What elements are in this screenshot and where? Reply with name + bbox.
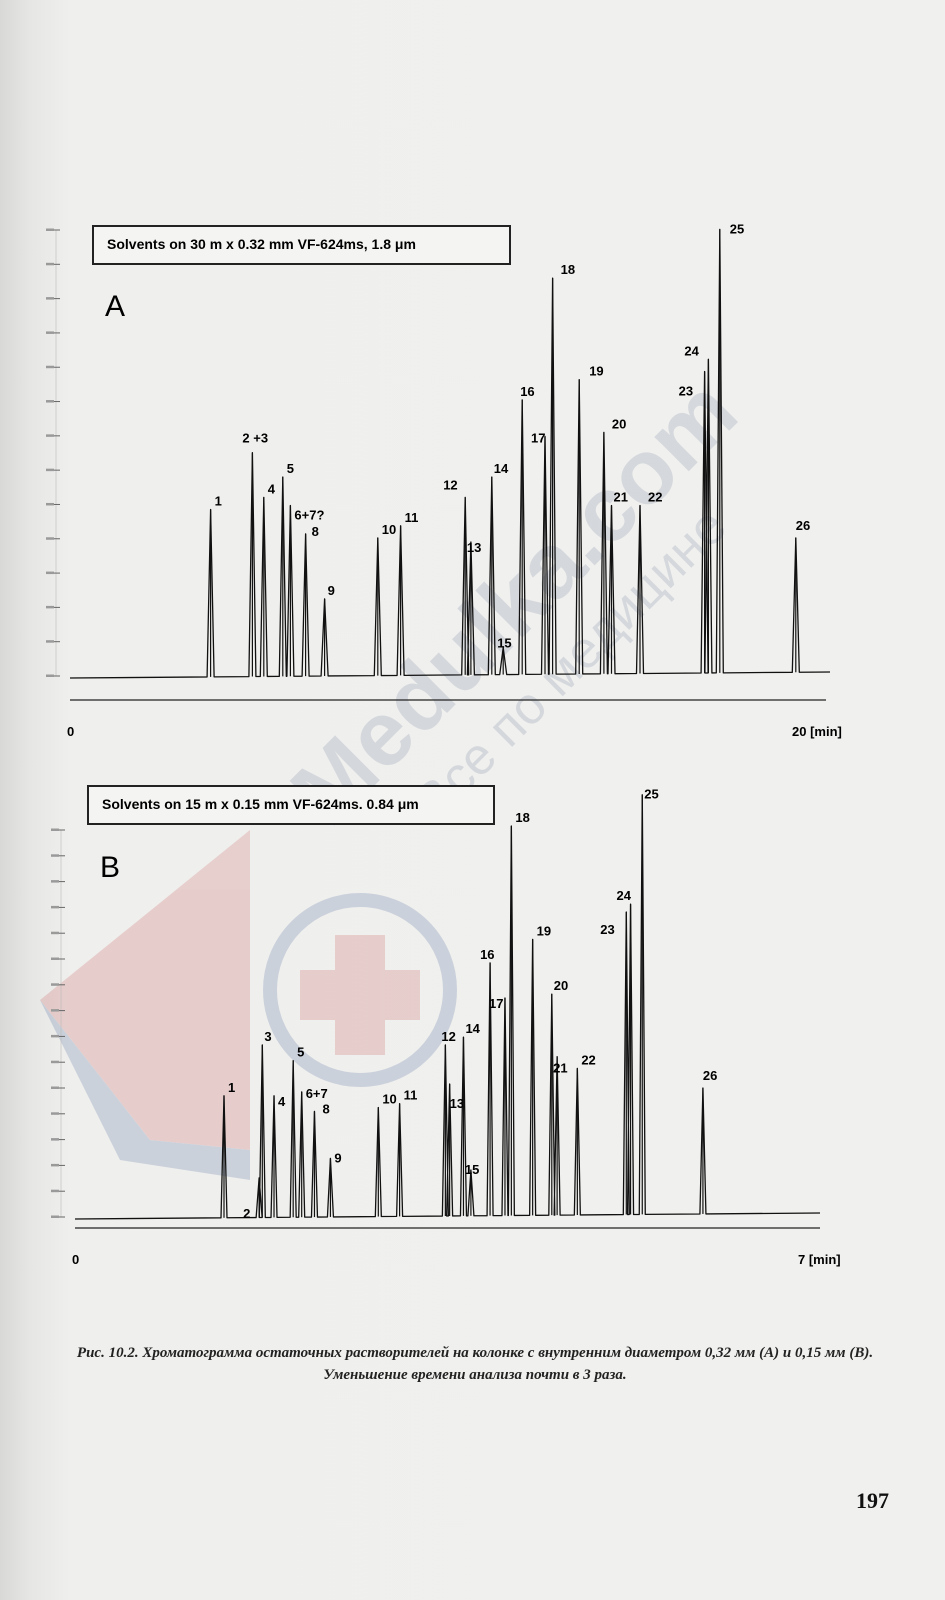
peak-label: 12 [441, 1029, 455, 1044]
peak-label: 12 [443, 477, 457, 492]
y-tick-label [46, 331, 54, 334]
peak-label: 15 [497, 636, 511, 651]
peak-label: 25 [644, 787, 658, 802]
y-tick-label [46, 571, 54, 575]
peak-label: 23 [679, 384, 693, 399]
y-tick-label [51, 931, 59, 935]
peak-label: 13 [450, 1096, 464, 1111]
chromatogram-trace [74, 794, 821, 1220]
y-tick-label [51, 983, 59, 986]
peak-label: 17 [489, 996, 503, 1011]
peak-label: 8 [312, 524, 319, 539]
peak-label: 6+7 [306, 1086, 328, 1101]
peak-label: 9 [334, 1150, 341, 1165]
peak-label: 11 [405, 510, 419, 525]
peak-label: 10 [382, 522, 396, 537]
panel-letter: B [100, 851, 120, 884]
chart-title: Solvents on 30 m x 0.32 mm VF-624ms, 1.8… [107, 236, 416, 252]
x-axis-end-label: 7 [min] [798, 1252, 841, 1267]
peak-label: 24 [684, 343, 699, 358]
x-axis-start-label: 0 [72, 1252, 79, 1267]
y-tick-label [51, 1163, 59, 1167]
peak-label: 24 [617, 888, 632, 903]
y-tick-label [46, 537, 54, 540]
x-axis-start-label: 0 [67, 724, 74, 739]
y-tick-label [51, 880, 59, 883]
peak-label: 4 [268, 481, 276, 496]
peak-label: 18 [561, 262, 575, 277]
peak-label: 26 [703, 1068, 717, 1083]
y-tick-label [51, 1138, 59, 1141]
peak-label: 1 [215, 494, 222, 509]
peak-label: 15 [465, 1162, 479, 1177]
y-tick-label [46, 262, 54, 266]
figure-caption: Рис. 10.2. Хроматограмма остаточных раст… [76, 1345, 874, 1383]
peak-label: 2 +3 [242, 431, 268, 446]
peak-label: 16 [520, 384, 534, 399]
peak-label: 21 [614, 489, 628, 504]
chart-title-box [87, 785, 495, 825]
peak-label: 10 [382, 1092, 396, 1107]
y-tick-label [46, 365, 54, 369]
y-tick-label [46, 434, 54, 437]
peak-label: 11 [404, 1088, 418, 1103]
y-tick-label [46, 502, 54, 506]
peak-label: 21 [553, 1061, 567, 1076]
y-tick-label [51, 957, 59, 960]
page-number: 197 [856, 1488, 889, 1513]
x-axis-end-label: 20 [min] [792, 724, 842, 739]
y-tick-label [51, 1009, 59, 1012]
peak-label: 6+7? [294, 507, 324, 522]
peak-label: 22 [648, 489, 662, 504]
chromatogram-panel-a: 0 20 [min] 1 2 +3 45 6+7? 8 9 10 11 12 13 14 15 16 17 18… [46, 221, 842, 739]
peak-label: 20 [612, 416, 626, 431]
peak-label: 1 [228, 1080, 235, 1095]
peak-label: 5 [287, 461, 294, 476]
y-tick-label [46, 400, 54, 403]
y-axis [46, 228, 60, 677]
peak-label: 4 [278, 1094, 286, 1109]
panel-letter: A [105, 290, 125, 323]
peak-label: 22 [581, 1052, 595, 1067]
peak-label: 9 [328, 583, 335, 598]
peak-label: 18 [515, 810, 529, 825]
peak-label: 23 [600, 922, 614, 937]
peak-label: 20 [554, 978, 568, 993]
y-tick-label [51, 1060, 59, 1064]
y-tick-label [51, 1215, 59, 1218]
y-tick-label [46, 468, 54, 472]
peak-label: 26 [796, 518, 810, 533]
peak-label: 13 [467, 540, 481, 555]
chromatogram-trace [69, 228, 831, 679]
y-tick-label [46, 640, 54, 643]
peak-label: 8 [322, 1101, 329, 1116]
peak-label: 14 [494, 461, 509, 476]
y-tick-label [51, 1086, 59, 1089]
y-tick-label [46, 228, 54, 231]
y-tick-label [51, 1034, 59, 1038]
chart-title: Solvents on 15 m x 0.15 mm VF-624ms. 0.8… [102, 796, 419, 812]
y-tick-label [46, 674, 54, 677]
chart-title-box [92, 225, 511, 265]
peak-label: 25 [730, 221, 744, 236]
y-tick-label [51, 828, 59, 831]
peak-label: 14 [465, 1021, 480, 1036]
y-axis [51, 828, 65, 1218]
peak-label: 5 [297, 1045, 304, 1060]
peak-label: 19 [589, 364, 603, 379]
y-tick-label [51, 1112, 59, 1115]
peak-label: 3 [264, 1029, 271, 1044]
y-tick-label [51, 905, 59, 909]
peak-label: 19 [537, 923, 551, 938]
y-tick-label [51, 854, 59, 857]
y-tick-label [51, 1189, 59, 1193]
y-tick-label [46, 297, 54, 300]
peak-label: 2 [243, 1206, 250, 1221]
peak-label: 16 [480, 947, 494, 962]
y-tick-label [46, 605, 54, 609]
peak-label: 17 [531, 430, 545, 445]
